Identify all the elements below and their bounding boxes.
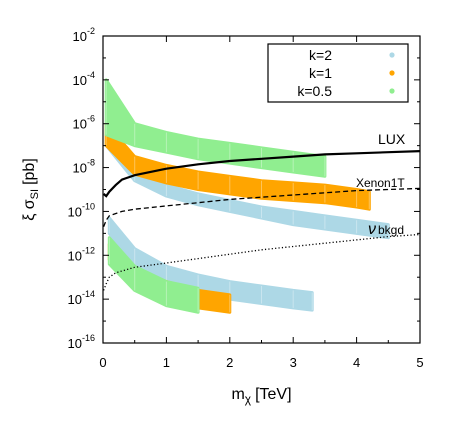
legend-marker-k05 — [389, 88, 395, 94]
y-tick-label: 10-10 — [68, 201, 95, 219]
legend-label-k05: k=0.5 — [297, 83, 332, 99]
y-axis-title-main: ξ σ — [21, 199, 38, 221]
y-tick-label: 10-6 — [73, 114, 95, 132]
curve-label-nu-bkgd: ν bkgd — [368, 221, 404, 238]
legend-marker-k2 — [389, 52, 395, 58]
data-bands — [104, 78, 390, 314]
band-k2-0 — [104, 133, 390, 240]
x-axis-title-unit: [TeV] — [255, 386, 291, 403]
y-axis-title: ξ σSI [pb] — [21, 158, 41, 221]
legend-label-k2: k=2 — [309, 47, 332, 63]
band-k1-0 — [104, 122, 371, 211]
legend-box — [267, 43, 409, 103]
band-k05-0 — [104, 78, 327, 178]
limit-curves — [103, 150, 420, 291]
nu-symbol: ν — [368, 221, 376, 238]
legend-label-k1: k=1 — [309, 65, 332, 81]
y-tick-label: 10-12 — [68, 245, 95, 263]
y-tick-label: 10-8 — [73, 158, 95, 176]
curve-label-xenon1t: Xenon1T — [356, 176, 405, 190]
x-tick-label: 1 — [163, 355, 170, 370]
legend-marker-k1 — [389, 70, 395, 76]
curve-lux — [103, 150, 420, 198]
y-axis-title-sub: SI — [29, 189, 41, 199]
y-axis-title-unit: [pb] — [21, 158, 38, 185]
axis-labels: 0 1 2 3 4 5 10-2 10-4 10-6 10-8 10-10 10-12 10-14 10-… — [68, 26, 424, 370]
x-tick-label: 4 — [353, 355, 360, 370]
curve-label-lux: LUX — [378, 131, 406, 147]
x-tick-label: 3 — [290, 355, 297, 370]
x-axis-title-sub: χ — [245, 392, 252, 406]
y-tick-label: 10-14 — [68, 289, 95, 307]
axis-ticks — [102, 35, 421, 344]
legend: k=2 k=1 k=0.5 — [267, 43, 409, 103]
curve-labels: LUX Xenon1T ν bkgd — [356, 131, 406, 238]
x-axis-title-main: m — [231, 386, 244, 403]
x-tick-label: 2 — [226, 355, 233, 370]
nu-bkgd-text: bkgd — [378, 223, 404, 237]
y-tick-label: 10-2 — [73, 26, 95, 44]
x-axis-title: mχ [TeV] — [231, 386, 291, 406]
x-tick-label: 5 — [416, 355, 423, 370]
curve-xenon1t — [103, 187, 420, 228]
y-tick-label: 10-16 — [68, 333, 95, 351]
x-tick-label: 0 — [99, 355, 106, 370]
y-tick-label: 10-4 — [73, 70, 95, 88]
